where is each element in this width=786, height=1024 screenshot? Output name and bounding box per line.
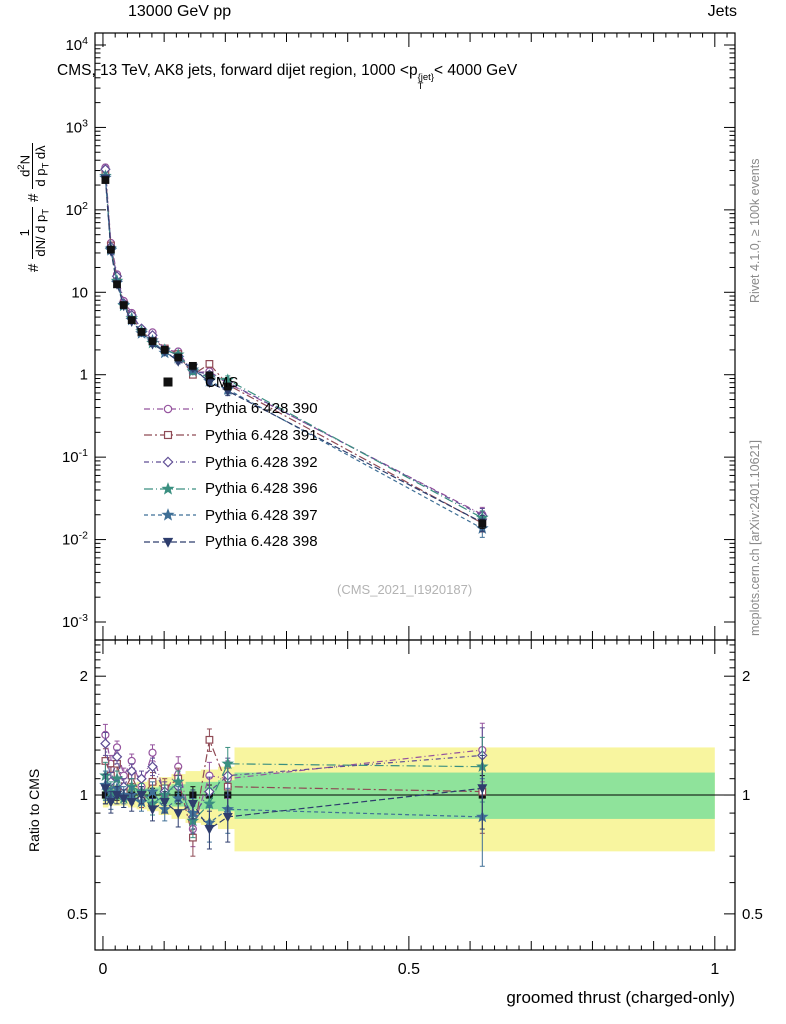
pythia-396-marker-icon	[141, 479, 199, 499]
svg-text:2: 2	[742, 668, 750, 685]
legend-label-cms: CMS	[205, 373, 239, 391]
analysis-id-watermark: (CMS_2021_I1920187)	[337, 582, 473, 597]
svg-text:1: 1	[742, 787, 750, 804]
svg-text:0.5: 0.5	[742, 906, 763, 923]
mcplots-arxiv-label: mcplots.cern.ch [arXiv:2401.10621]	[748, 440, 762, 636]
legend-item-pythia-398: Pythia 6.428 398	[141, 529, 318, 556]
legend-item-pythia-392: Pythia 6.428 392	[141, 449, 318, 476]
pythia-397-marker-icon	[141, 505, 199, 525]
plot-title: CMS, 13 TeV, AK8 jets, forward dijet reg…	[57, 62, 518, 92]
legend-label-pythia-397: Pythia 6.428 397	[205, 506, 318, 524]
svg-text:10: 10	[71, 284, 88, 301]
svg-text:1: 1	[80, 367, 88, 384]
legend-label-pythia-392: Pythia 6.428 392	[205, 453, 318, 471]
legend-label-pythia-390: Pythia 6.428 390	[205, 400, 318, 418]
legend-label-pythia-396: Pythia 6.428 396	[205, 480, 318, 498]
cms-marker-icon	[141, 372, 199, 392]
legend-item-pythia-396: Pythia 6.428 396	[141, 475, 318, 502]
beam-energy-label: 13000 GeV pp	[128, 3, 232, 20]
fraction-2: d2N d pT dλ	[16, 143, 52, 189]
pythia-391-marker-icon	[141, 425, 199, 445]
svg-text:1: 1	[710, 961, 719, 978]
hash-symbol: #	[25, 263, 43, 272]
svg-text:10-3: 10-3	[62, 612, 88, 631]
svg-text:0.5: 0.5	[398, 961, 420, 978]
hash-symbol: #	[25, 193, 43, 202]
svg-text:0.5: 0.5	[67, 906, 88, 923]
legend: CMS Pythia 6.428 390 Pythia 6.428 391 Py…	[141, 369, 318, 555]
svg-text:10-2: 10-2	[62, 530, 88, 549]
svg-text:2: 2	[80, 668, 88, 685]
svg-text:1: 1	[80, 787, 88, 804]
pythia-390-marker-icon	[141, 399, 199, 419]
legend-item-pythia-390: Pythia 6.428 390	[141, 396, 318, 423]
main-y-axis-title: # 1 dN/ d pT # d2N d pT dλ	[16, 143, 52, 272]
ratio-y-axis-title: Ratio to CMS	[26, 768, 42, 852]
svg-text:104: 104	[65, 35, 88, 54]
legend-label-pythia-398: Pythia 6.428 398	[205, 533, 318, 551]
analysis-group-label: Jets	[707, 3, 737, 20]
fraction-1: 1 dN/ d pT	[16, 206, 52, 259]
svg-text:103: 103	[65, 117, 88, 136]
svg-text:102: 102	[65, 200, 88, 219]
pythia-392-marker-icon	[141, 452, 199, 472]
x-axis-title: groomed thrust (charged-only)	[506, 988, 735, 1007]
legend-item-pythia-397: Pythia 6.428 397	[141, 502, 318, 529]
legend-item-pythia-391: Pythia 6.428 391	[141, 422, 318, 449]
svg-text:0: 0	[99, 961, 108, 978]
legend-label-pythia-391: Pythia 6.428 391	[205, 426, 318, 444]
legend-item-cms: CMS	[141, 369, 318, 396]
pythia-398-marker-icon	[141, 532, 199, 552]
rivet-version-label: Rivet 4.1.0, ≥ 100k events	[748, 158, 762, 303]
svg-text:10-1: 10-1	[62, 447, 88, 466]
